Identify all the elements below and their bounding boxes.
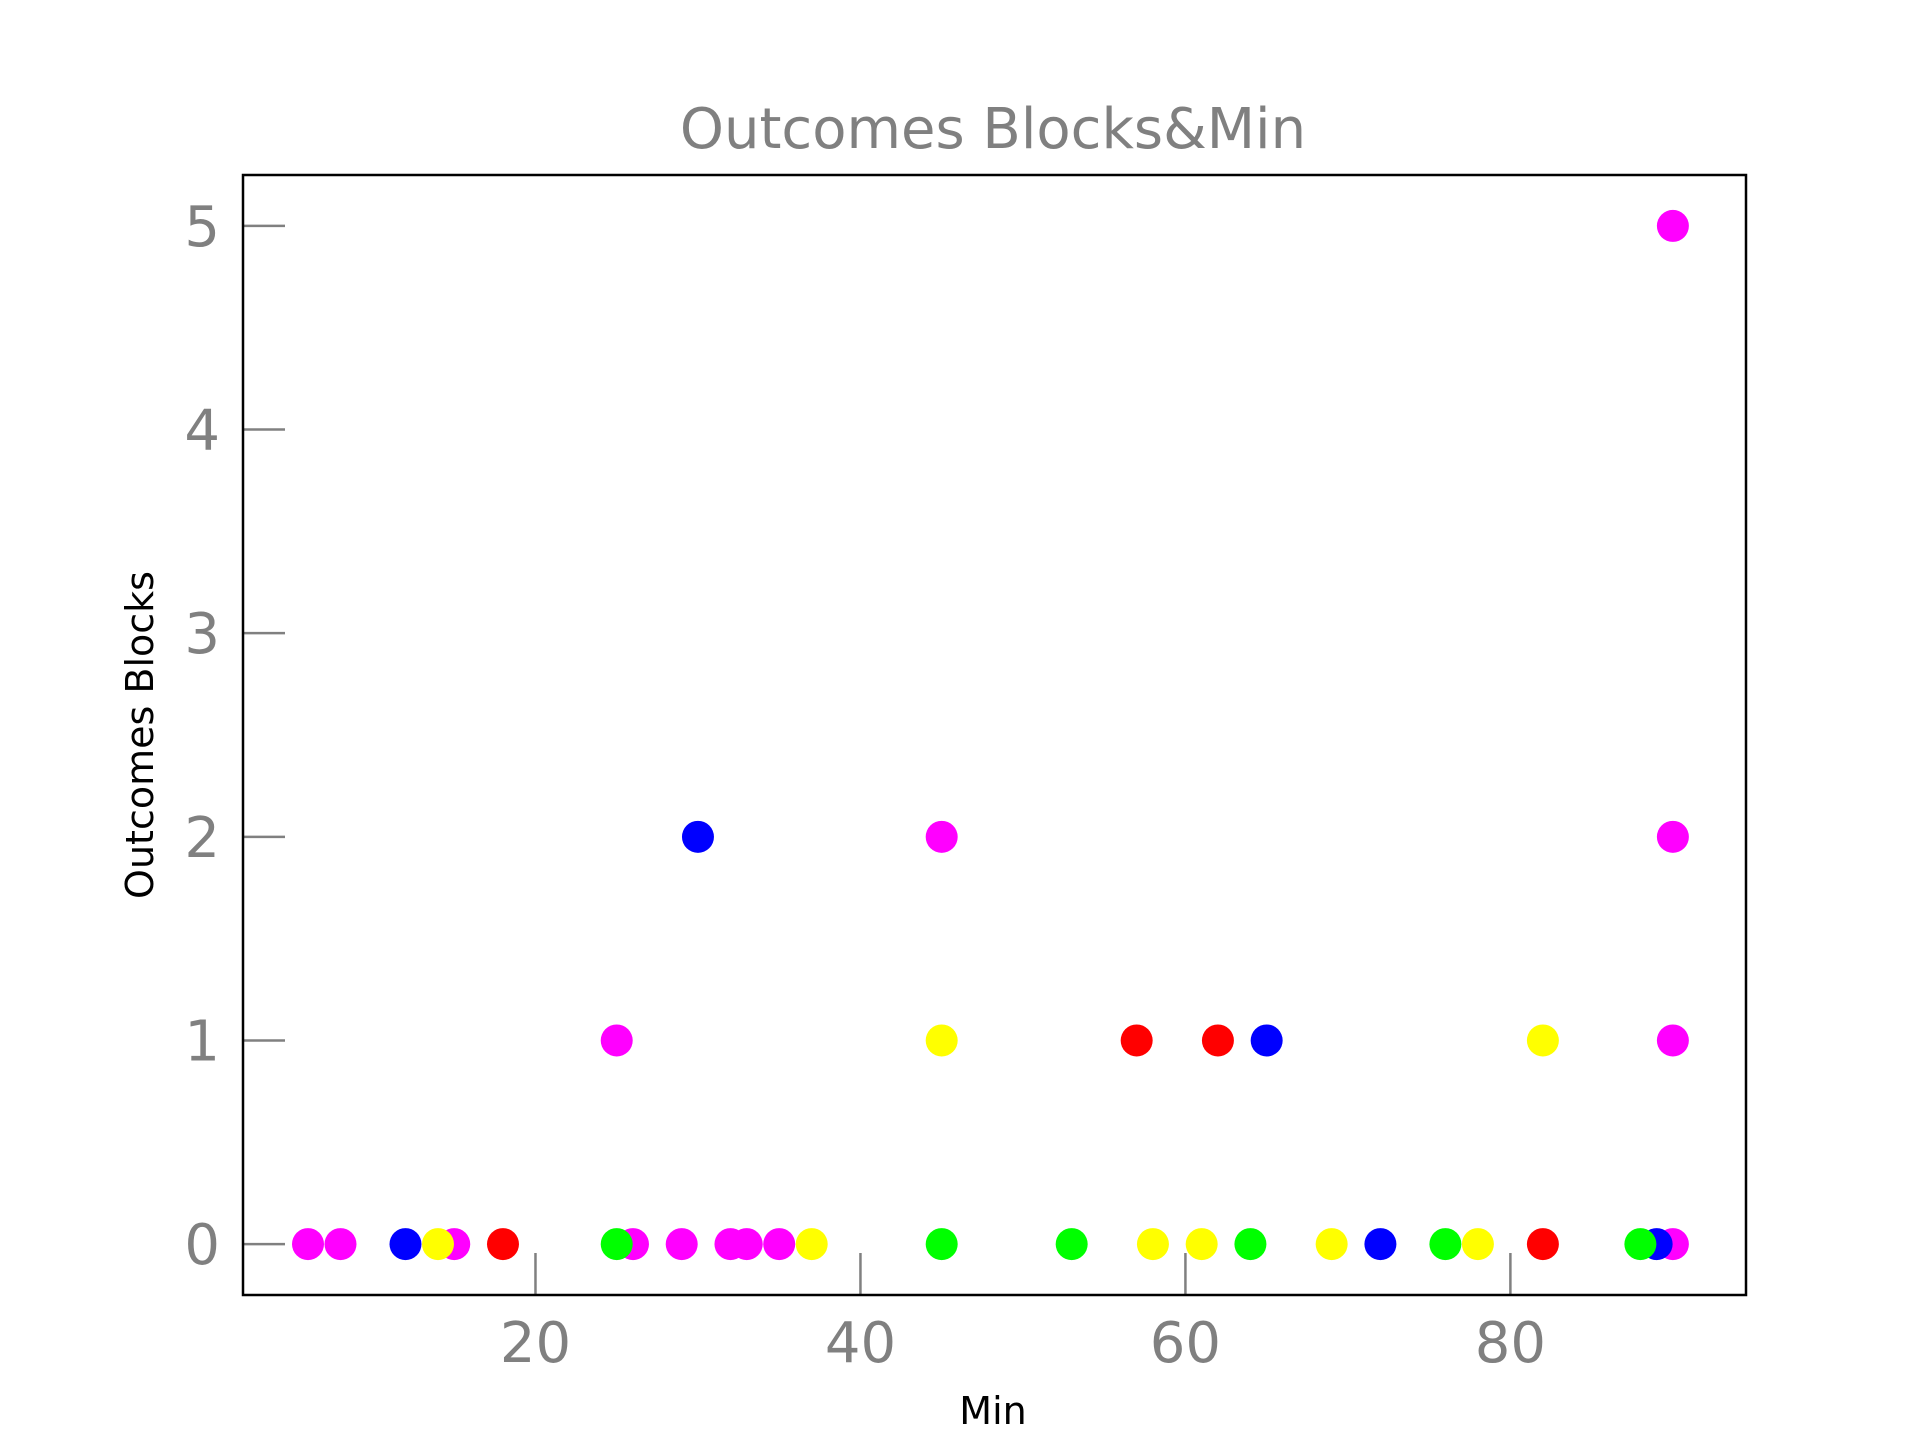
scatter-point-yellow (1185, 1228, 1218, 1261)
x-tick-label: 20 (500, 1311, 571, 1376)
scatter-point-yellow (1526, 1024, 1559, 1057)
y-tick-label: 3 (184, 602, 220, 667)
scatter-point-magenta (925, 820, 958, 853)
scatter-point-green (1055, 1228, 1088, 1261)
scatter-point-magenta (1656, 820, 1689, 853)
y-tick-label: 2 (184, 806, 220, 871)
scatter-point-red (1120, 1024, 1153, 1057)
scatter-point-yellow (1136, 1228, 1169, 1261)
scatter-point-magenta (730, 1228, 763, 1261)
scatter-point-yellow (1315, 1228, 1348, 1261)
scatter-point-red (1526, 1228, 1559, 1261)
y-tick-label: 5 (184, 195, 220, 260)
scatter-point-red (1201, 1024, 1234, 1057)
scatter-point-green (1234, 1228, 1267, 1261)
scatter-point-magenta (600, 1024, 633, 1057)
scatter-point-magenta (324, 1228, 357, 1261)
x-axis-label: Min (959, 1389, 1026, 1433)
axis-ticks: 20 40 60 80 0 1 2 3 4 5 (184, 195, 1546, 1376)
y-tick-label: 1 (184, 1009, 220, 1074)
scatter-point-magenta (763, 1228, 796, 1261)
y-tick-label: 0 (184, 1213, 220, 1278)
scatter-point-green (600, 1228, 633, 1261)
scatter-point-yellow (795, 1228, 828, 1261)
scatter-point-yellow (925, 1024, 958, 1057)
scatter-point-magenta (291, 1228, 324, 1261)
x-tick-label: 80 (1475, 1311, 1546, 1376)
x-tick-label: 60 (1150, 1311, 1221, 1376)
plot-frame (241, 173, 1748, 1297)
scatter-point-blue (681, 820, 714, 853)
scatter-point-blue (1364, 1228, 1397, 1261)
scatter-point-magenta (1656, 1024, 1689, 1057)
scatter-point-magenta (665, 1228, 698, 1261)
scatter-point-blue (1250, 1024, 1283, 1057)
scatter-point-green (1624, 1228, 1657, 1261)
scatter-point-magenta (1656, 209, 1689, 242)
scatter-point-yellow (1461, 1228, 1494, 1261)
scatter-point-green (925, 1228, 958, 1261)
plot-marks (291, 209, 1689, 1261)
scatter-point-yellow (421, 1228, 454, 1261)
y-axis-label: Outcomes Blocks (118, 571, 162, 899)
chart-title: Outcomes Blocks&Min (680, 97, 1306, 162)
x-tick-label: 40 (825, 1311, 896, 1376)
y-tick-label: 4 (184, 399, 220, 464)
scatter-point-green (1429, 1228, 1462, 1261)
scatter-point-blue (389, 1228, 422, 1261)
scatter-point-red (486, 1228, 519, 1261)
